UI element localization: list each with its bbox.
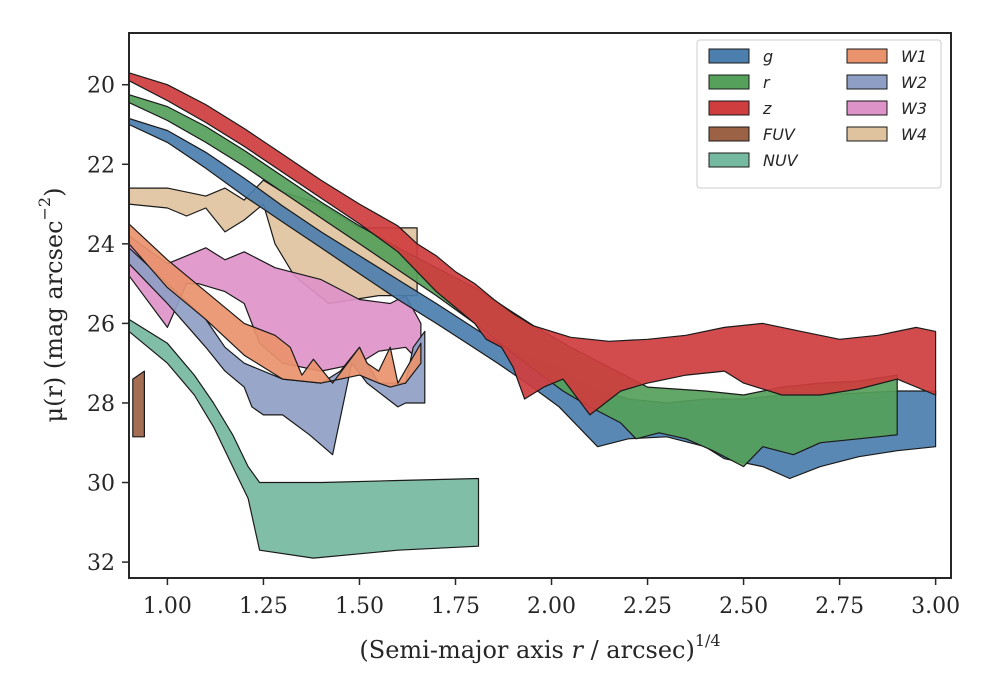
legend: grz FUV NUV W1 W2 W3 W4 (696, 39, 942, 189)
legend-label-w1: W1 (901, 47, 927, 66)
x-tick-label: 3.00 (911, 594, 960, 619)
legend-label-nuv: NUV (763, 151, 799, 170)
legend-label-g: g (763, 47, 773, 66)
y-tick-label: 32 (87, 551, 115, 576)
legend-swatch-nuv (708, 152, 750, 168)
legend-label-z: z (762, 99, 772, 118)
legend-swatch-r (708, 74, 750, 90)
legend-swatch-w4 (846, 126, 888, 142)
y-tick-label: 22 (87, 153, 115, 178)
y-tick-label: 30 (87, 472, 115, 497)
x-tick-label: 1.00 (143, 594, 192, 619)
x-axis: 1.00 1.25 1.50 1.75 2.00 2.25 2.50 2.75 3.00 (143, 578, 960, 619)
series-band-fuv (132, 370, 145, 438)
x-tick-label: 2.00 (527, 594, 576, 619)
series-band-z (128, 72, 937, 416)
y-tick-label: 20 (87, 74, 115, 99)
legend-label-fuv: FUV (763, 125, 796, 144)
legend-swatch-g (708, 48, 750, 64)
legend-label-w3: W3 (901, 99, 927, 118)
legend-swatch-w3 (846, 100, 888, 116)
plot-frame (128, 32, 952, 579)
legend-swatch-z (708, 100, 750, 116)
x-tick-label: 2.25 (623, 594, 672, 619)
series-band-nuv (128, 318, 480, 559)
legend-label-r: r (763, 73, 771, 92)
series-band-g (128, 117, 937, 480)
x-axis-label: (Semi-major axis r / arcsec)1/4 (359, 631, 720, 664)
y-tick-label: 24 (87, 233, 115, 258)
x-tick-label: 1.75 (431, 594, 480, 619)
y-axis-label: μ(r) (mag arcsec−2) (35, 188, 68, 423)
y-tick-label: 26 (87, 312, 115, 337)
x-tick-label: 1.25 (239, 594, 288, 619)
legend-label-w4: W4 (901, 125, 927, 144)
x-tick-label: 2.75 (815, 594, 864, 619)
series-layer (128, 72, 937, 559)
legend-label-w2: W2 (901, 73, 927, 92)
legend-swatch-w1 (846, 48, 888, 64)
y-tick-label: 28 (87, 392, 115, 417)
legend-swatch-fuv (708, 126, 750, 142)
series-band-w1 (128, 223, 422, 388)
legend-swatch-w2 (846, 74, 888, 90)
x-tick-label: 2.50 (719, 594, 768, 619)
y-axis: 20 22 24 26 28 30 32 (87, 74, 129, 576)
x-tick-label: 1.50 (335, 594, 384, 619)
